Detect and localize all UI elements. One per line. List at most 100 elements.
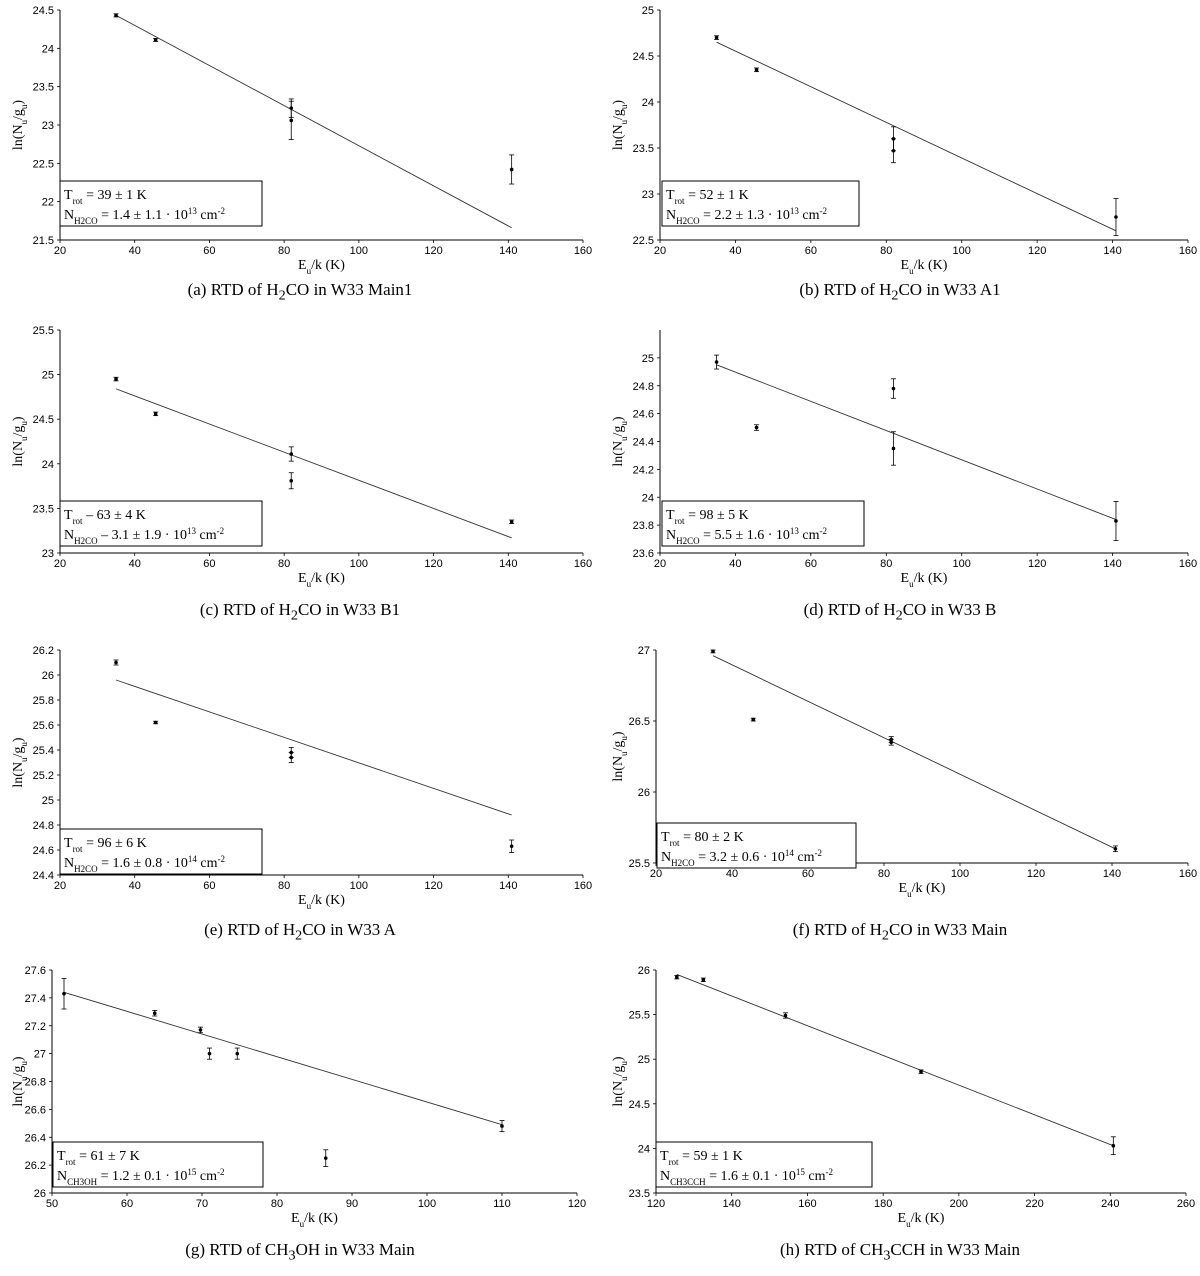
data-point — [153, 38, 158, 42]
x-tick-label: 60 — [802, 868, 814, 880]
data-point — [198, 1028, 203, 1032]
y-tick-label: 24.6 — [33, 845, 54, 857]
data-point — [919, 1069, 923, 1074]
chart-svg: 20 40 60 80 100 120 140 160 23.6 23.8 24 24.2 24.4 24… — [611, 330, 1197, 589]
x-tick-label: 120 — [1027, 868, 1045, 880]
y-tick-label: 25.8 — [33, 695, 54, 707]
x-tick-label: 40 — [726, 868, 738, 880]
x-tick-label: 120 — [424, 558, 442, 570]
column-density-label: NCH3OH = 1.2 ± 0.1 · 1015 cm-2 — [57, 1167, 225, 1187]
x-tick-label: 40 — [129, 245, 141, 257]
chart-caption: (c) RTD of H2CO in W33 B1 — [199, 600, 401, 624]
y-axis-label: ln(Nu/gu) — [611, 1056, 629, 1107]
trot-label: Trot = 61 ± 7 K — [57, 1149, 140, 1167]
fit-line — [63, 991, 503, 1126]
y-tick-label: 23.5 — [33, 503, 54, 515]
column-density-label: NH2CO = 5.5 ± 1.6 · 1013 cm-2 — [666, 526, 827, 546]
chart-panel-e: 20 40 60 80 100 120 140 160 24.4 24.6 24.8 25 25.2 25… — [0, 640, 600, 956]
y-tick-label: 24.5 — [629, 1099, 650, 1111]
x-tick-label: 220 — [1025, 1198, 1043, 1210]
x-tick-label: 80 — [880, 245, 892, 257]
chart-svg: 20 40 60 80 100 120 140 160 24.4 24.6 24.8 25 25.2 25… — [11, 645, 592, 911]
y-tick-label: 26.2 — [33, 645, 54, 657]
x-tick-label: 120 — [1028, 245, 1046, 257]
y-tick-label: 25.4 — [33, 745, 54, 757]
data-point — [1114, 519, 1118, 523]
x-tick-label: 240 — [1101, 1198, 1119, 1210]
y-tick-label: 24.4 — [633, 437, 654, 449]
x-axis-label: Eu/k (K) — [901, 571, 948, 589]
fit-info-box — [661, 180, 860, 227]
fit-info-box — [656, 822, 857, 869]
x-tick-label: 160 — [798, 1198, 816, 1210]
y-tick-label: 26.4 — [25, 1132, 46, 1144]
y-tick-label: 24 — [642, 492, 654, 504]
fit-line — [712, 655, 1116, 850]
chart-panel-f: 20 40 60 80 100 120 140 160 25.5 26 26.5 27 Eu/k (K)… — [600, 640, 1200, 956]
x-tick-label: 160 — [1179, 558, 1197, 570]
x-tick-label: 80 — [278, 245, 290, 257]
y-tick-label: 26.8 — [25, 1077, 46, 1089]
x-tick-label: 20 — [54, 880, 66, 892]
data-point — [152, 1011, 157, 1016]
chart-caption: (e) RTD of H2CO in W33 A — [204, 920, 396, 944]
y-tick-label: 27.4 — [25, 993, 46, 1005]
y-tick-label: 25 — [642, 5, 654, 17]
data-point — [751, 717, 756, 722]
x-tick-label: 140 — [723, 1198, 741, 1210]
trot-label: Trot = 80 ± 2 K — [661, 830, 744, 848]
fit-info-box — [661, 500, 865, 547]
y-tick-label: 25.5 — [629, 1010, 650, 1022]
data-point — [889, 740, 894, 745]
chart-svg: 120 140 160 180 200 220 240 260 23.5 24 24.5 25 25.5… — [611, 965, 1195, 1229]
data-point — [783, 1013, 788, 1018]
x-tick-label: 40 — [129, 558, 141, 570]
y-tick-label: 22.5 — [633, 235, 654, 247]
y-tick-label: 23 — [642, 189, 654, 201]
chart-svg: 20 40 60 80 100 120 140 160 22.5 23 23.5 24 24.5 25 Eu… — [611, 5, 1197, 275]
x-axis-label: Eu/k (K) — [291, 1211, 338, 1229]
y-tick-label: 24 — [642, 97, 654, 109]
x-tick-label: 260 — [1177, 1198, 1195, 1210]
x-tick-label: 60 — [203, 245, 215, 257]
x-tick-label: 100 — [951, 868, 969, 880]
y-tick-label: 27.6 — [25, 965, 46, 977]
y-tick-label: 26 — [638, 787, 650, 799]
y-tick-label: 25 — [638, 1054, 650, 1066]
y-tick-label: 25.5 — [33, 325, 54, 337]
y-tick-label: 25.2 — [33, 770, 54, 782]
y-tick-label: 26.6 — [25, 1104, 46, 1116]
fit-line — [115, 14, 512, 229]
data-point — [1114, 215, 1118, 219]
y-tick-label: 22 — [42, 197, 54, 209]
x-tick-label: 140 — [1103, 558, 1121, 570]
chart-caption: (a) RTD of H2CO in W33 Main1 — [187, 280, 413, 304]
x-tick-label: 120 — [647, 1198, 665, 1210]
data-point — [114, 377, 118, 381]
y-tick-label: 23.5 — [633, 143, 654, 155]
chart-caption: (b) RTD of H2CO in W33 A1 — [799, 280, 1001, 304]
y-axis-label: ln(Nu/gu) — [11, 737, 29, 788]
y-tick-label: 26 — [42, 670, 54, 682]
data-point — [153, 412, 158, 416]
x-tick-label: 80 — [880, 558, 892, 570]
trot-label: Trot = 98 ± 5 K — [666, 508, 749, 526]
x-tick-label: 160 — [574, 880, 592, 892]
y-tick-label: 23 — [42, 120, 54, 132]
x-tick-label: 90 — [346, 1198, 358, 1210]
fit-line — [716, 41, 1117, 232]
x-tick-label: 100 — [418, 1198, 436, 1210]
x-tick-label: 80 — [271, 1198, 283, 1210]
x-tick-label: 100 — [953, 245, 971, 257]
x-tick-label: 160 — [1179, 245, 1197, 257]
x-tick-label: 80 — [278, 558, 290, 570]
data-point — [323, 1156, 328, 1160]
x-tick-label: 120 — [1028, 558, 1046, 570]
x-tick-label: 140 — [499, 880, 517, 892]
fit-info-box — [59, 500, 263, 547]
x-tick-label: 160 — [574, 245, 592, 257]
x-tick-label: 100 — [350, 245, 368, 257]
x-tick-label: 200 — [950, 1198, 968, 1210]
x-tick-label: 80 — [278, 880, 290, 892]
data-point — [114, 660, 118, 665]
